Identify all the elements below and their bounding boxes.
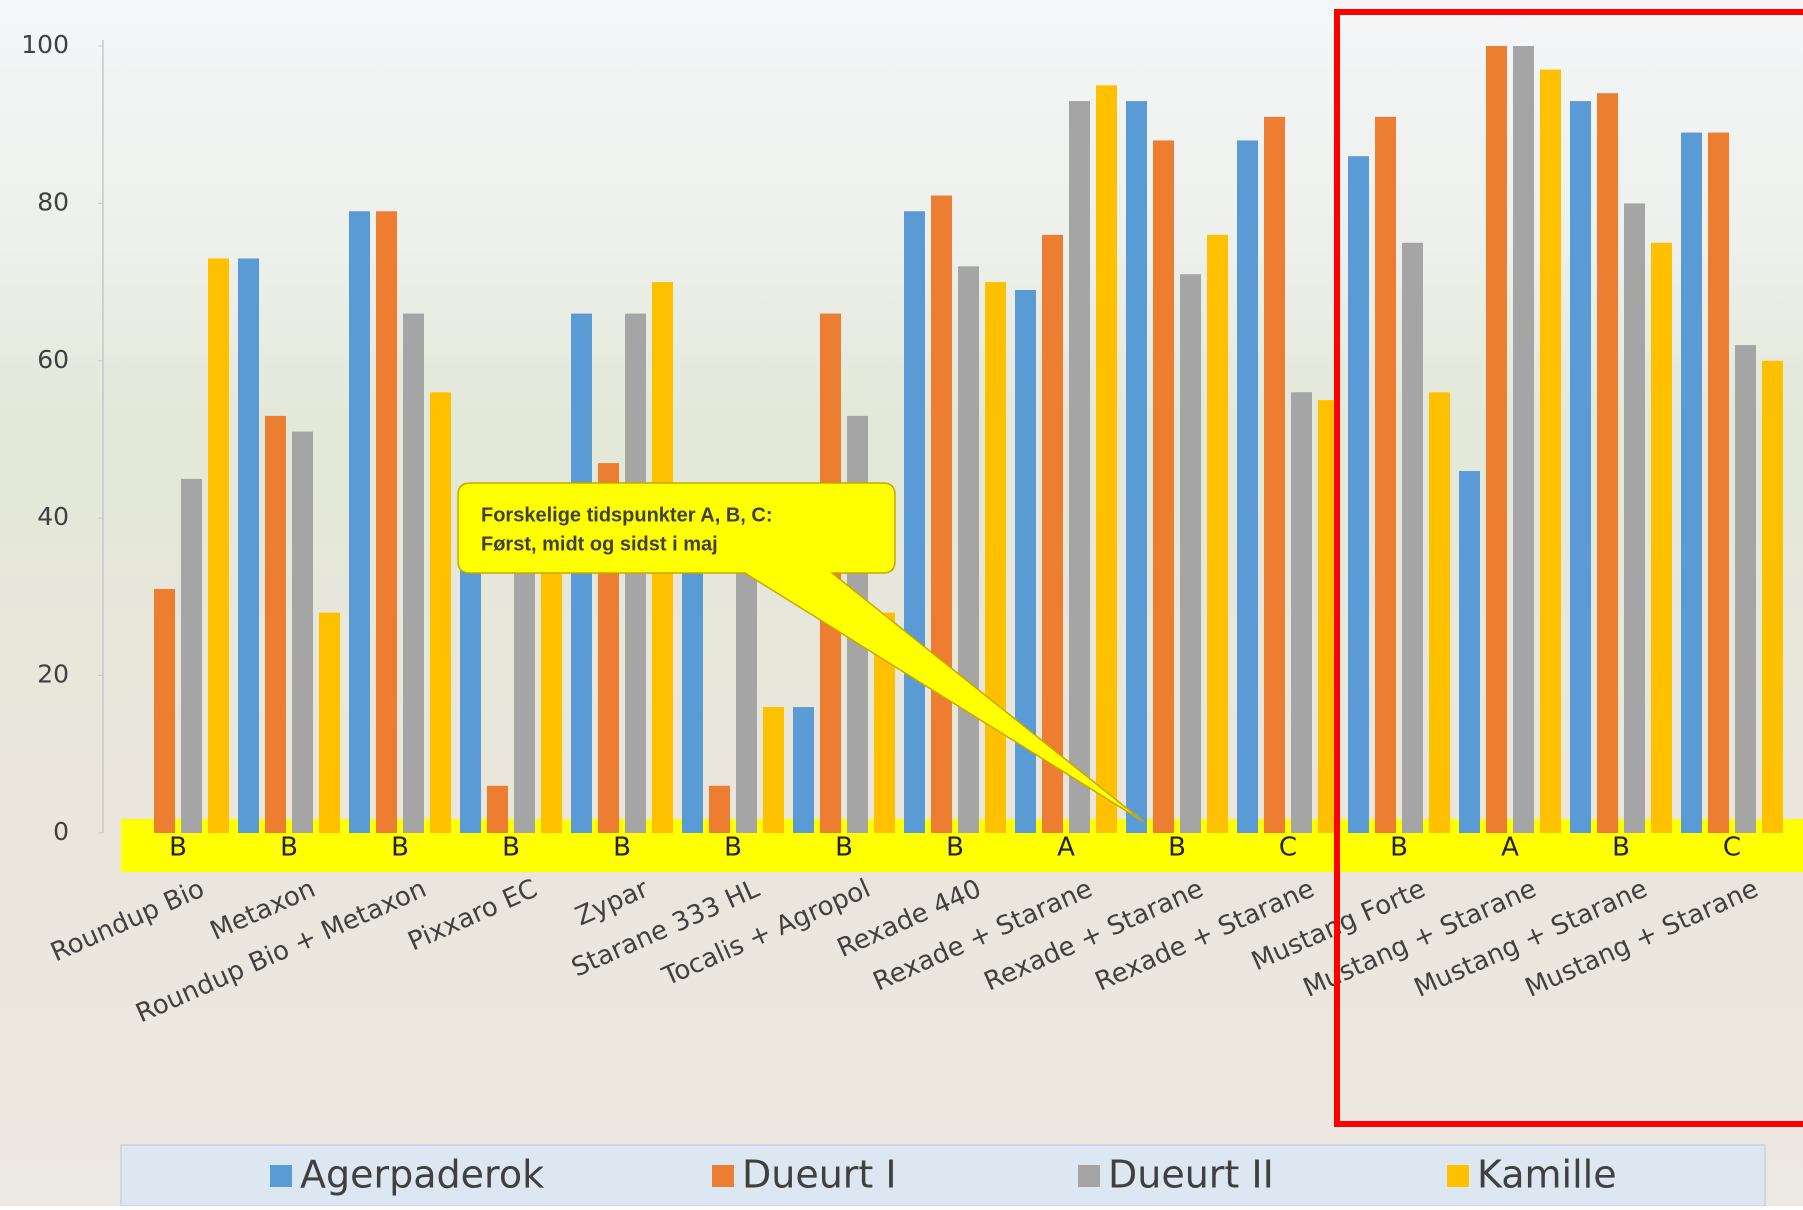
bar [1096,85,1117,834]
bar [376,211,397,833]
bar [181,478,202,833]
bar [1153,140,1174,833]
bar [1570,101,1591,834]
bar [403,313,424,834]
y-tick-label: 100 [21,30,69,59]
bar [1291,392,1312,833]
y-tick-label: 40 [37,502,69,531]
bar [931,195,952,833]
timing-label: B [391,833,409,863]
bar [1513,46,1534,833]
callout-text: Forskelige tidspunkter A, B, C: [481,504,773,526]
timing-label: B [1612,833,1630,863]
timing-label: B [1168,833,1186,863]
bar [874,612,895,833]
bar [1597,93,1618,834]
bar [1042,234,1063,833]
timing-label: A [1057,833,1075,863]
bar [1708,132,1729,833]
bar [208,258,229,833]
bar [1069,101,1090,834]
bar [430,392,451,833]
bar [1348,156,1369,833]
bar [487,785,508,833]
bar [1015,289,1036,834]
legend-swatch [1078,1165,1100,1187]
highlight-box [1334,9,1803,1127]
legend-label: Agerpaderok [300,1153,544,1197]
bar [460,518,481,833]
bar [1459,470,1480,833]
legend-swatch [1447,1165,1469,1187]
bar [793,707,814,833]
bar [709,785,730,833]
legend [120,1144,1766,1207]
timing-label: B [502,833,520,863]
bar [238,258,259,833]
bar [1318,400,1339,833]
timing-label: B [724,833,742,863]
legend-swatch [712,1165,734,1187]
timing-label: B [1390,833,1408,863]
callout-text: Først, midt og sidst i maj [481,533,718,555]
timing-label: B [835,833,853,863]
timing-label: C [1279,833,1297,863]
bar [763,707,784,833]
bar [1540,69,1561,834]
bar [541,549,562,833]
timing-label: C [1723,833,1741,863]
bar [1624,203,1645,833]
bar [904,211,925,833]
bar [1651,242,1672,833]
bar [1264,116,1285,833]
bar [514,533,535,833]
timing-label: B [280,833,298,863]
callout-box [457,482,1145,823]
bar [1402,242,1423,833]
bar [1180,274,1201,834]
bar [319,612,340,833]
legend-swatch [270,1165,292,1187]
bar [349,211,370,833]
bar [985,282,1006,834]
timing-label: B [946,833,964,863]
bar [1237,140,1258,833]
bar [1126,101,1147,834]
legend-label: Dueurt I [742,1153,897,1197]
y-tick-label: 80 [37,187,69,216]
bar [958,266,979,833]
bar [265,415,286,833]
bar [154,589,175,833]
bar [1486,46,1507,833]
y-tick-label: 0 [53,817,69,846]
bar [1681,132,1702,833]
bar [1375,116,1396,833]
legend-label: Kamille [1477,1153,1617,1197]
legend-label: Dueurt II [1108,1153,1274,1197]
y-tick-label: 60 [37,345,69,374]
bar [1429,392,1450,833]
bar [1207,234,1228,833]
timing-label: B [613,833,631,863]
timing-label: B [169,833,187,863]
bar [736,573,757,833]
bar [1762,360,1783,833]
y-tick-label: 20 [37,660,69,689]
bar [1735,345,1756,833]
bar [682,533,703,833]
bar [292,431,313,833]
timing-label: A [1501,833,1519,863]
